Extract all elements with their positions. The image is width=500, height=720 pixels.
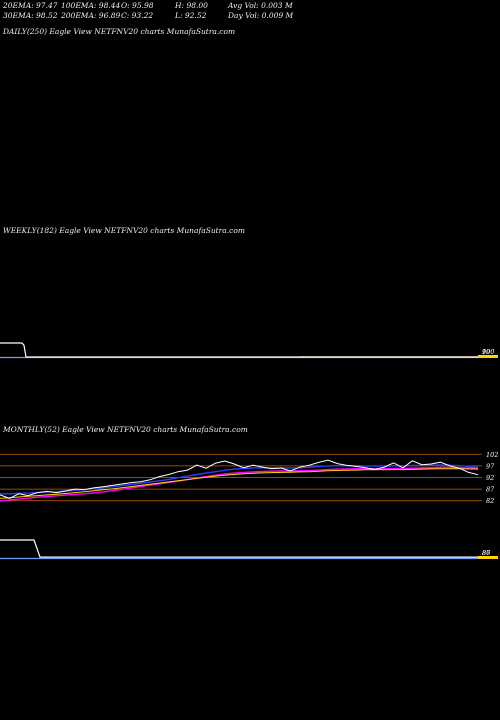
level-label-82: 82 (486, 497, 494, 505)
monthly-volume-label-0: 86 (482, 549, 490, 557)
high-value: H: 98.00 (175, 1, 208, 10)
level-label-97: 97 (486, 462, 495, 470)
level-label-102: 102 (486, 451, 498, 459)
ema200-value: 200EMA: 96.89 (61, 11, 121, 20)
weekly-panel-title: WEEKLY(182) Eagle View NETFNV20 charts M… (3, 226, 245, 235)
weekly-price-label-0: 100 (482, 348, 494, 356)
avg-volume-value: Avg Vol: 0.003 M (228, 1, 293, 10)
monthly-chart: 102 97 92 87 82 (0, 451, 498, 505)
level-label-87: 87 (486, 486, 495, 494)
daily-panel-title: DAILY(250) Eagle View NETFNV20 charts Mu… (3, 27, 236, 36)
level-label-92: 92 (486, 474, 494, 482)
monthly-price-line (0, 459, 479, 499)
close-value: C: 93.22 (121, 11, 154, 20)
open-value: O: 95.98 (121, 1, 154, 10)
weekly-price-label-1: 99 (482, 348, 490, 356)
monthly-panel-title: MONTHLY(52) Eagle View NETFNV20 charts M… (3, 425, 248, 434)
ema20-value: 20EMA: 97.47 (3, 1, 58, 10)
monthly-volume-label-1: 87 (482, 549, 491, 557)
ema30-value: 30EMA: 98.52 (3, 11, 58, 20)
monthly-ema-mid-line (0, 466, 479, 502)
ema100-value: 100EMA: 98.44 (61, 1, 121, 10)
monthly-volume-last-marker (478, 556, 498, 559)
day-volume-value: Day Vol: 0.009 M (228, 11, 294, 20)
low-value: L: 92.52 (175, 11, 207, 20)
weekly-price-line (0, 342, 478, 358)
monthly-ema-long-line (0, 468, 479, 499)
monthly-volume-line (0, 539, 478, 558)
weekly-last-marker (478, 355, 498, 358)
